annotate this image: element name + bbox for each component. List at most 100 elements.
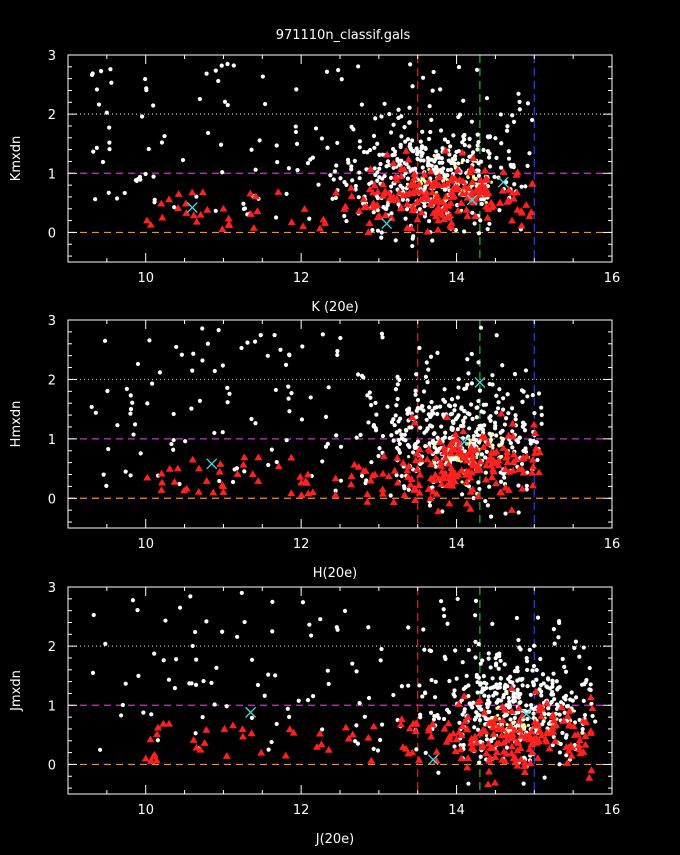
data-point xyxy=(339,77,344,82)
data-point xyxy=(379,646,384,652)
data-point xyxy=(420,694,425,699)
data-point xyxy=(428,129,433,135)
data-point-triangle xyxy=(459,453,468,461)
data-point-triangle xyxy=(457,754,466,762)
data-point xyxy=(138,177,143,182)
data-point-triangle xyxy=(501,483,510,491)
data-point xyxy=(478,325,484,330)
data-point xyxy=(405,137,411,142)
data-point xyxy=(387,111,392,117)
data-point xyxy=(104,110,109,115)
data-point xyxy=(550,743,555,748)
data-point-triangle xyxy=(411,496,420,503)
data-point-triangle xyxy=(501,465,510,472)
data-point xyxy=(354,723,359,728)
data-point xyxy=(556,619,562,624)
data-point xyxy=(492,420,498,425)
data-point-yellow xyxy=(497,717,501,721)
data-point xyxy=(442,654,447,659)
data-point xyxy=(473,655,478,660)
data-point xyxy=(508,162,513,167)
data-point xyxy=(377,166,382,171)
data-point xyxy=(235,634,240,639)
data-point xyxy=(319,136,324,141)
data-point xyxy=(435,449,440,454)
data-point xyxy=(481,147,486,153)
data-point xyxy=(524,487,529,492)
data-point-triangle xyxy=(403,224,412,231)
data-point-yellow xyxy=(489,434,493,439)
data-point xyxy=(441,607,446,612)
data-point-triangle xyxy=(192,743,201,751)
data-point xyxy=(96,102,102,107)
data-point-triangle xyxy=(248,470,257,477)
data-point xyxy=(564,733,569,738)
data-point-triangle xyxy=(378,489,387,497)
data-point xyxy=(590,713,595,719)
data-point xyxy=(497,387,502,392)
data-point-triangle xyxy=(488,719,497,726)
data-point-triangle xyxy=(363,490,372,498)
data-point xyxy=(512,182,517,187)
data-point-yellow xyxy=(433,442,437,446)
data-point-triangle xyxy=(435,181,444,189)
data-point-triangle xyxy=(228,721,237,729)
data-point xyxy=(345,157,351,163)
data-point xyxy=(365,393,370,398)
data-point xyxy=(338,176,343,181)
data-point-triangle xyxy=(481,183,490,191)
data-point xyxy=(424,417,429,422)
data-point xyxy=(429,677,434,683)
data-point xyxy=(528,438,533,443)
data-point-triangle xyxy=(397,164,406,172)
data-point xyxy=(212,702,217,707)
data-point-triangle xyxy=(581,732,590,739)
data-point xyxy=(484,96,490,101)
x-axis-label: K (20e) xyxy=(311,300,358,315)
data-point xyxy=(379,230,384,235)
data-point-triangle xyxy=(315,224,324,232)
data-point xyxy=(404,428,409,433)
data-point-triangle xyxy=(189,211,198,219)
data-point-triangle xyxy=(423,455,432,463)
data-point xyxy=(531,683,536,688)
data-point xyxy=(356,372,361,377)
data-point xyxy=(455,395,460,400)
data-point-triangle xyxy=(559,717,568,724)
data-point xyxy=(498,165,504,170)
data-point xyxy=(537,687,542,692)
data-point xyxy=(380,433,385,439)
data-point xyxy=(482,680,487,685)
data-point xyxy=(249,147,254,152)
data-point xyxy=(439,424,444,429)
data-point xyxy=(408,62,413,67)
data-point xyxy=(335,349,340,354)
data-point xyxy=(171,411,176,417)
data-point-triangle xyxy=(474,492,483,500)
data-point xyxy=(120,702,125,708)
data-point-triangle xyxy=(479,443,488,451)
data-point xyxy=(332,169,338,174)
data-point xyxy=(397,450,403,455)
data-point xyxy=(222,99,228,104)
data-point xyxy=(577,654,582,659)
data-point xyxy=(361,149,367,155)
data-point xyxy=(498,676,503,681)
data-point-triangle xyxy=(564,746,573,754)
data-point xyxy=(414,372,419,377)
data-point xyxy=(245,340,250,345)
data-point-triangle xyxy=(216,460,225,467)
data-point xyxy=(466,781,471,786)
data-point-triangle xyxy=(297,491,306,498)
y-tick-label: 2 xyxy=(48,373,56,388)
data-point xyxy=(580,726,585,732)
data-point-triangle xyxy=(531,687,540,695)
data-point xyxy=(406,683,411,688)
data-point xyxy=(169,441,174,447)
data-point-triangle xyxy=(215,467,224,475)
data-point xyxy=(225,385,230,390)
data-point-triangle xyxy=(495,198,504,206)
data-point xyxy=(191,351,196,356)
data-point xyxy=(378,161,383,167)
